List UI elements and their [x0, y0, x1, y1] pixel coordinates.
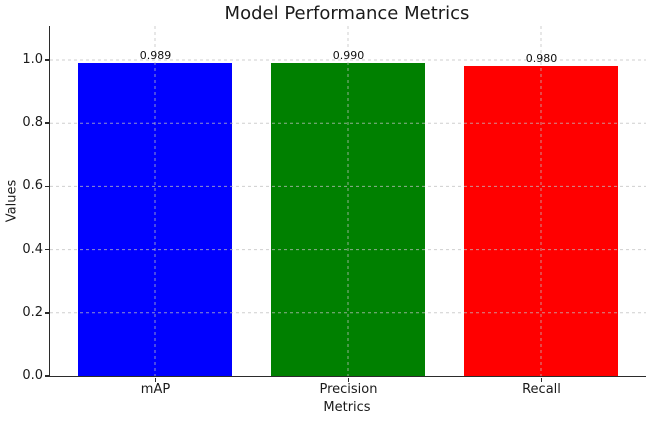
x-axis-label: Metrics [323, 400, 371, 415]
y-tick-label: 0.6 [22, 178, 43, 194]
y-tick-mark [45, 375, 49, 377]
y-tick-mark [45, 312, 49, 314]
x-tick-label-map: mAP [140, 382, 171, 397]
x-tick-label-recall: Recall [522, 382, 561, 397]
chart-title: Model Performance Metrics [224, 3, 470, 24]
y-tick-mark [45, 185, 49, 188]
y-tick-label: 1.0 [22, 52, 43, 67]
bar-value-label-recall: 0.980 [525, 52, 558, 66]
y-tick-label: 0.8 [22, 115, 43, 131]
y-tick-label: 0.4 [22, 241, 43, 257]
bar-map [78, 63, 232, 376]
y-tick-mark [45, 248, 49, 251]
y-tick-mark [45, 122, 49, 124]
x-tick-mark [347, 377, 350, 382]
x-tick-mark [540, 377, 543, 382]
y-tick-mark [45, 59, 49, 61]
y-tick-label: 0.0 [22, 368, 43, 383]
bar-precision [271, 63, 425, 376]
plot-area [49, 26, 646, 377]
x-tick-label-precision: Precision [319, 382, 378, 397]
x-tick-mark [154, 377, 157, 382]
bar-value-label-map: 0.989 [139, 49, 172, 63]
y-tick-label: 0.2 [22, 304, 43, 320]
bar-value-label-precision: 0.990 [332, 49, 365, 63]
bar-recall [464, 66, 618, 376]
